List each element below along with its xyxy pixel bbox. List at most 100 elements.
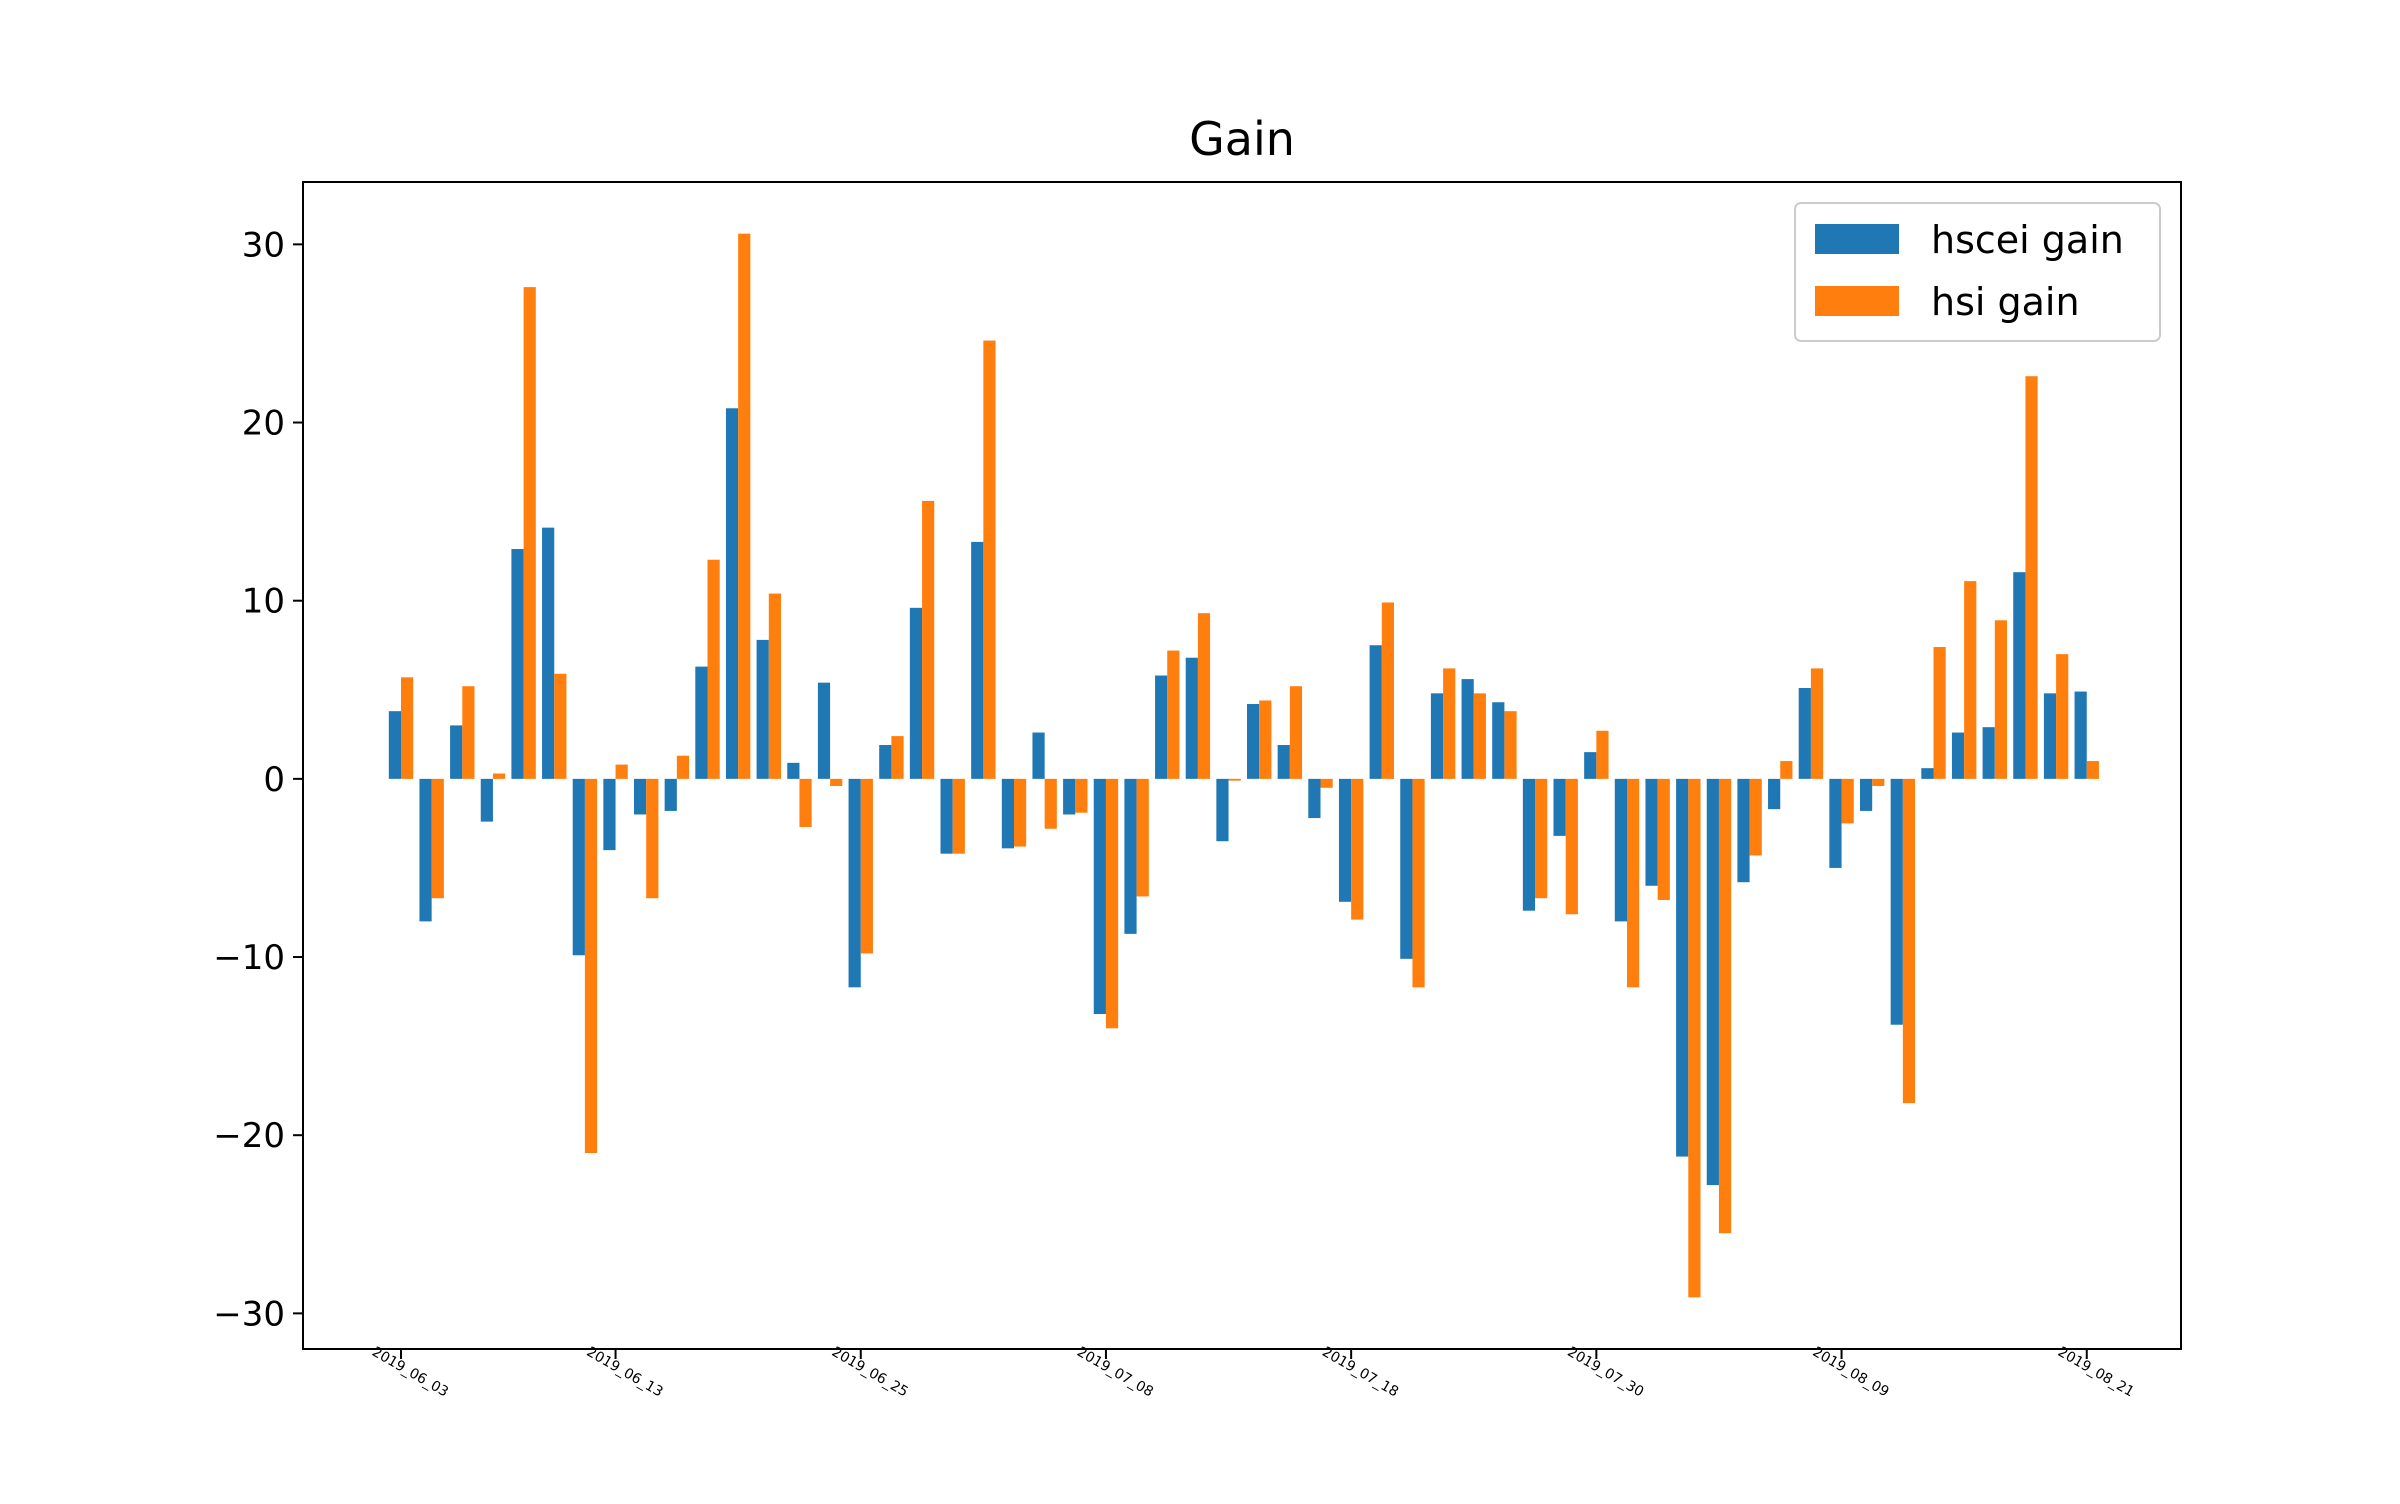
- hscei-gain-bar: [1829, 778, 1842, 868]
- hsi-gain-bar: [1780, 761, 1793, 779]
- hscei-gain-bar: [542, 527, 555, 779]
- hsi-gain-bar: [646, 778, 659, 899]
- hscei-gain-bar: [909, 607, 923, 779]
- hsi-gain-bar: [738, 233, 751, 779]
- hsi-gain-bar: [860, 778, 873, 954]
- hsi-gain-bar: [1014, 778, 1027, 847]
- hsi-gain-bar: [401, 677, 414, 779]
- hscei-gain-bar: [1124, 778, 1137, 934]
- hsi-gain-bar: [1994, 620, 2007, 779]
- hsi-gain-bar: [952, 778, 965, 854]
- hsi-gain-bar: [523, 287, 536, 779]
- hsi-gain-bar: [1412, 778, 1425, 988]
- hsi-gain-bar: [676, 755, 690, 779]
- hscei-gain-bar: [1430, 693, 1444, 779]
- y-tick-label: −10: [213, 938, 285, 978]
- hscei-gain-bar: [971, 541, 984, 779]
- hscei-gain-bar: [511, 549, 524, 779]
- hscei-gain-bar: [787, 762, 800, 779]
- hsi-gain-bar: [1627, 778, 1640, 988]
- hsi-gain-bar: [1810, 668, 1824, 779]
- hsi-gain-bar: [1964, 581, 1977, 779]
- hscei-gain-bar: [1369, 645, 1382, 779]
- hsi-gain-bar: [1228, 778, 1241, 781]
- hscei-gain-bar: [1614, 778, 1627, 922]
- hsi-gain-bar: [615, 764, 628, 779]
- hscei-gain-bar: [1737, 778, 1750, 883]
- hsi-gain-bar: [1381, 602, 1394, 779]
- hsi-gain-bar: [707, 559, 720, 779]
- hsi-gain-bar: [1473, 693, 1486, 779]
- y-tick-label: −20: [213, 1116, 285, 1156]
- hscei-gain-bar: [450, 725, 463, 779]
- hscei-gain-bar: [2013, 572, 2026, 779]
- hsi-gain-bar: [1167, 650, 1180, 779]
- hscei-gain-bar: [1890, 778, 1903, 1025]
- hscei-gain-bar: [664, 778, 677, 811]
- hscei-gain-bar: [1768, 778, 1781, 810]
- hscei-gain-bar: [419, 778, 432, 922]
- hscei-gain-bar: [848, 778, 861, 988]
- hscei-gain-bar: [603, 778, 616, 851]
- hscei-gain-bar: [1032, 732, 1045, 779]
- hsi-gain-bar: [462, 686, 475, 779]
- hscei-gain-bar: [1584, 752, 1597, 779]
- hsi-gain-bar: [1443, 668, 1456, 779]
- hsi-gain-bar: [1105, 778, 1119, 1029]
- hscei-gain-bar: [1553, 778, 1566, 836]
- hscei-gain-bar: [1461, 679, 1474, 779]
- hsi-gain-bar: [1197, 613, 1211, 779]
- chart-title: Gain: [1189, 112, 1295, 166]
- hsi-gain-bar: [768, 593, 781, 779]
- hsi-gain-bar: [1044, 778, 1057, 829]
- legend-label-hscei: hscei gain: [1931, 218, 2124, 262]
- hscei-gain-bar: [1798, 688, 1811, 779]
- hscei-gain-bar: [1093, 778, 1106, 1015]
- hscei-gain-bar: [1247, 704, 1260, 779]
- hscei-gain-bar: [1155, 675, 1168, 779]
- hscei-gain-bar: [1676, 778, 1689, 1157]
- hsi-gain-bar: [1872, 778, 1885, 786]
- hscei-gain-bar: [480, 778, 493, 822]
- hscei-gain-bar: [1277, 745, 1290, 779]
- hsi-gain-bar: [1718, 778, 1732, 1234]
- bars-layer: [388, 233, 2099, 1298]
- hscei-gain-bar: [879, 745, 892, 779]
- hsi-gain-bar: [1749, 778, 1762, 856]
- hsi-gain-bar: [1289, 686, 1303, 779]
- hsi-gain-bar: [922, 500, 935, 779]
- hsi-gain-bar: [554, 673, 567, 779]
- hsi-gain-bar: [1259, 700, 1272, 779]
- hsi-gain-bar: [1504, 711, 1517, 779]
- hsi-gain-bar: [1136, 778, 1149, 897]
- hscei-gain-bar: [1216, 778, 1229, 842]
- hsi-gain-bar: [1841, 778, 1854, 824]
- y-axis: −30 −20 −10 0 10 20 30: [213, 225, 303, 1334]
- y-tick-label: 0: [263, 760, 285, 800]
- hscei-gain-bar: [1645, 778, 1658, 886]
- hscei-gain-bar: [1921, 768, 1934, 779]
- y-tick-label: 10: [242, 582, 285, 622]
- legend: hscei gain hsi gain: [1794, 202, 2161, 342]
- legend-swatch-hscei: [1815, 224, 1899, 254]
- hscei-gain-bar: [1338, 778, 1352, 902]
- hscei-gain-bar: [1063, 778, 1076, 815]
- hscei-gain-bar: [817, 682, 831, 779]
- hsi-gain-bar: [1657, 778, 1670, 901]
- hscei-gain-bar: [756, 639, 769, 779]
- hsi-gain-bar: [1351, 778, 1364, 920]
- hsi-gain-bar: [584, 778, 598, 1154]
- hscei-gain-bar: [940, 778, 953, 854]
- hsi-gain-bar: [983, 340, 996, 779]
- hscei-gain-bar: [388, 711, 401, 779]
- hscei-gain-bar: [1522, 778, 1536, 911]
- y-tick-label: 20: [242, 404, 285, 444]
- hscei-gain-bar: [1185, 657, 1198, 779]
- hsi-gain-bar: [1075, 778, 1088, 813]
- hscei-gain-bar: [1706, 778, 1719, 1186]
- hscei-gain-bar: [695, 666, 708, 779]
- hscei-gain-bar: [1860, 778, 1873, 811]
- y-tick-label: −30: [213, 1294, 285, 1334]
- hsi-gain-bar: [2056, 654, 2069, 779]
